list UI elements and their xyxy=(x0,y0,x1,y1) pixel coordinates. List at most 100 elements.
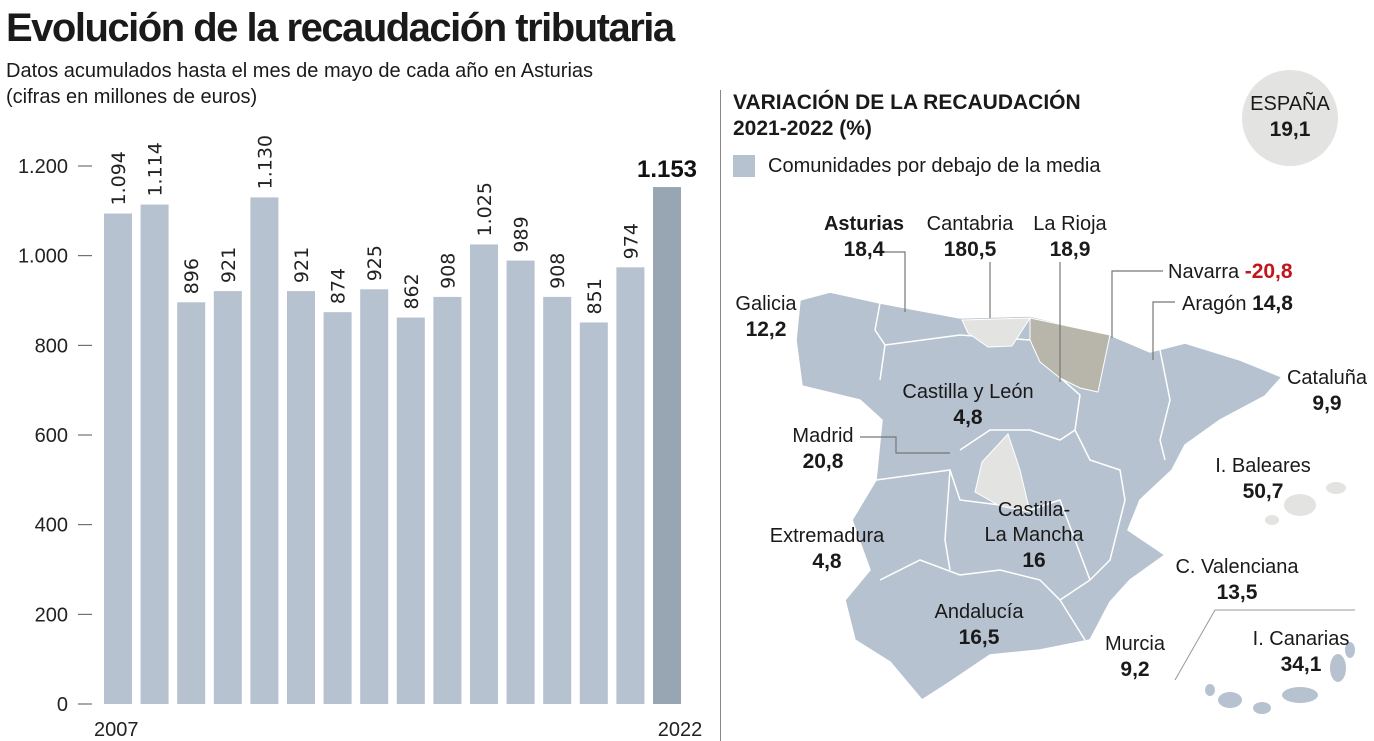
canarias-divider xyxy=(1174,609,1355,681)
region-name: Cataluña xyxy=(1286,367,1368,389)
map-label-i-baleares: I. Baleares 50,7 xyxy=(1183,454,1343,505)
bar-label: 989 xyxy=(511,216,533,252)
region-value: 14,8 xyxy=(1252,292,1293,315)
bar-2016 xyxy=(433,296,462,704)
bar-label: 908 xyxy=(547,253,569,289)
map-label-asturias: Asturias 18,4 xyxy=(784,212,944,263)
baleares-islands xyxy=(1265,482,1346,525)
region-name: Castilla y León xyxy=(902,381,1034,403)
region-name: I. Baleares xyxy=(1215,455,1311,477)
map-label-murcia: Murcia 9,2 xyxy=(1055,632,1215,683)
y-tick-label: 1.200 xyxy=(18,156,68,178)
region-name: Castilla- xyxy=(997,499,1071,521)
bar-2009 xyxy=(177,302,206,704)
bar-chart: 0 200 400 600 800 1.000 1.200 1.094 1.114 896 921 1… xyxy=(18,135,703,741)
bar-2010 xyxy=(213,291,242,704)
region-name: La Rioja xyxy=(1033,213,1107,235)
region-value: 9,9 xyxy=(1312,392,1342,415)
y-tick-label: 800 xyxy=(35,335,68,357)
region-value: 18,4 xyxy=(843,238,885,261)
bar-label: 908 xyxy=(437,253,459,289)
legend-swatch xyxy=(733,155,755,177)
bar-label: 1.025 xyxy=(474,182,496,236)
region-cantabria xyxy=(961,317,1031,348)
region-name: I. Canarias xyxy=(1252,628,1350,650)
region-value: 12,2 xyxy=(745,318,787,341)
bar-label: 851 xyxy=(584,278,606,314)
map-label-arag-n: Aragón 14,8 xyxy=(1182,291,1293,317)
region-value: 13,5 xyxy=(1216,581,1258,604)
bar-label: 921 xyxy=(291,247,313,283)
region-value: -20,8 xyxy=(1244,260,1293,283)
divider xyxy=(720,90,721,741)
region-name: Asturias xyxy=(823,213,905,235)
bar-2013 xyxy=(323,312,352,704)
region-value: 180,5 xyxy=(943,238,997,261)
region-name: Extremadura xyxy=(769,525,885,547)
spain-mainland xyxy=(795,291,1284,701)
map-label-castilla-: Castilla- La Mancha 16 xyxy=(954,498,1114,574)
canarias-islands xyxy=(1205,642,1355,714)
bar-2020 xyxy=(579,322,608,704)
region-name: Aragón xyxy=(1182,293,1247,315)
y-tick-label: 600 xyxy=(35,425,68,447)
map-label-i-canarias: I. Canarias 34,1 xyxy=(1221,627,1374,678)
map-label-navarra: Navarra -20,8 xyxy=(1168,259,1293,285)
map-label-catalu-a: Cataluña 9,9 xyxy=(1247,366,1374,417)
bar-2017 xyxy=(470,244,498,705)
region-value: 9,2 xyxy=(1120,658,1150,681)
bar-2019 xyxy=(543,296,572,704)
x-tick-label: 2022 xyxy=(658,719,703,741)
region-name: C. Valenciana xyxy=(1175,556,1299,578)
bar-label: 1.153 xyxy=(637,156,697,183)
leader-lines xyxy=(860,251,1175,454)
bar-2018 xyxy=(506,260,535,704)
y-tick-label: 1.000 xyxy=(18,246,68,268)
region-name: Cantabria xyxy=(926,213,1014,235)
bar-2021 xyxy=(616,267,645,704)
region-name: Navarra xyxy=(1168,261,1240,283)
region-value: 16,5 xyxy=(958,626,1000,649)
page-title: Evolución de la recaudación tributaria xyxy=(6,6,675,50)
region-value: 50,7 xyxy=(1242,480,1284,503)
bar-2011 xyxy=(250,197,279,704)
bar-2007 xyxy=(104,213,132,705)
subtitle-units: (cifras en millones de euros) xyxy=(6,86,258,108)
subtitle: Datos acumulados hasta el mes de mayo de… xyxy=(6,60,594,82)
bar-label: 921 xyxy=(218,247,240,283)
region-value: 4,8 xyxy=(812,550,842,573)
legend-label: Comunidades por debajo de la media xyxy=(768,155,1101,177)
map-title: VARIACIÓN DE LA RECAUDACIÓN xyxy=(733,91,1081,114)
map-label-madrid: Madrid 20,8 xyxy=(743,424,903,475)
bar-label: 896 xyxy=(181,258,203,294)
map-label-castilla-y-le-n: Castilla y León 4,8 xyxy=(888,380,1048,431)
region-value: 4,8 xyxy=(953,406,983,429)
map-label-cantabria: Cantabria 180,5 xyxy=(890,212,1050,263)
bar-2022 xyxy=(653,187,681,705)
bar-label: 1.094 xyxy=(108,151,130,205)
spain-average-badge: ESPAÑA 19,1 xyxy=(1242,70,1338,166)
x-tick-label: 2007 xyxy=(94,719,139,741)
region-name: Galicia xyxy=(735,293,797,315)
region-name: Andalucía xyxy=(934,601,1024,623)
bar-label: 1.114 xyxy=(145,142,167,196)
bar-label: 862 xyxy=(401,273,423,309)
map-label-la-rioja: La Rioja 18,9 xyxy=(990,212,1150,263)
bar-2012 xyxy=(287,291,315,704)
map-label-galicia: Galicia 12,2 xyxy=(686,292,846,343)
map-label-extremadura: Extremadura 4,8 xyxy=(747,524,907,575)
region-madrid xyxy=(974,433,1031,513)
region-name-line2: La Mancha xyxy=(984,524,1084,546)
region-name: Murcia xyxy=(1104,633,1165,655)
y-tick-label: 200 xyxy=(35,604,68,626)
region-name: Madrid xyxy=(792,425,854,447)
bar-label: 1.130 xyxy=(254,135,276,189)
region-pais-vasco-navarra-rioja xyxy=(1029,317,1111,393)
region-value: 20,8 xyxy=(802,450,844,473)
bar-label: 874 xyxy=(328,268,350,304)
bar-2015 xyxy=(396,317,425,704)
region-value: 34,1 xyxy=(1280,653,1322,676)
bar-label: 925 xyxy=(364,245,386,281)
bar-2014 xyxy=(360,289,389,704)
